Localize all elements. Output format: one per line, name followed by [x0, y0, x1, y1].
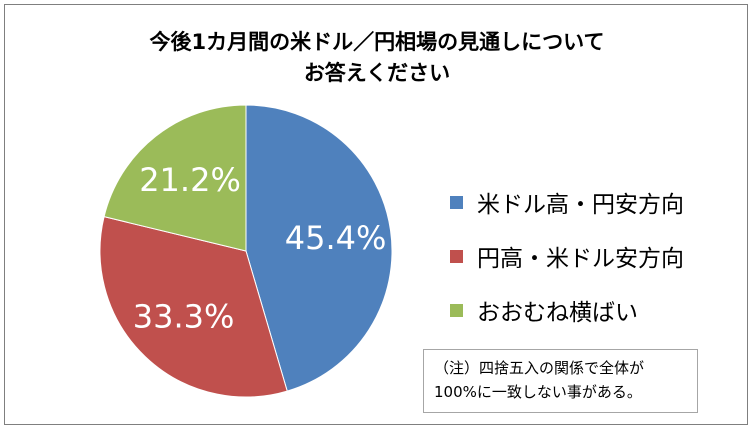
- data-label-yen-up: 33.3%: [133, 298, 235, 336]
- pie-slice-usd-up: [245, 104, 393, 392]
- rounding-note: （注）四捨五入の関係で全体が 100%に一致しない事がある。: [423, 349, 698, 413]
- legend-item-flat: おおむね横ばい: [450, 283, 684, 337]
- data-label-flat: 21.2%: [139, 161, 241, 199]
- pie-chart: 45.4% 33.3% 21.2%: [99, 104, 393, 398]
- note-line-2: 100%に一致しない事がある。: [434, 383, 642, 401]
- note-line-1: （注）四捨五入の関係で全体が: [434, 359, 645, 377]
- legend-swatch-flat: [450, 303, 463, 317]
- pie-slice-yen-up: [99, 216, 288, 398]
- chart-title-line-2: お答えください: [303, 61, 451, 85]
- data-label-usd-up: 45.4%: [285, 219, 387, 257]
- chart-frame: 今後1カ月間の米ドル／円相場の見通しについて お答えください 45.4% 33.3…: [4, 4, 748, 425]
- legend-label-yen-up: 円高・米ドル安方向: [477, 246, 684, 272]
- legend-label-usd-up: 米ドル高・円安方向: [477, 192, 684, 218]
- legend-item-yen-up: 円高・米ドル安方向: [450, 229, 684, 283]
- chart-title-line-1: 今後1カ月間の米ドル／円相場の見通しについて: [149, 30, 605, 54]
- chart-title: 今後1カ月間の米ドル／円相場の見通しについて お答えください: [5, 27, 749, 89]
- legend-label-flat: おおむね横ばい: [477, 300, 638, 326]
- pie-slice-flat: [103, 104, 247, 252]
- legend: 米ドル高・円安方向 円高・米ドル安方向 おおむね横ばい: [450, 175, 684, 337]
- legend-item-usd-up: 米ドル高・円安方向: [450, 175, 684, 229]
- legend-swatch-yen-up: [450, 249, 463, 263]
- legend-swatch-usd-up: [450, 195, 463, 209]
